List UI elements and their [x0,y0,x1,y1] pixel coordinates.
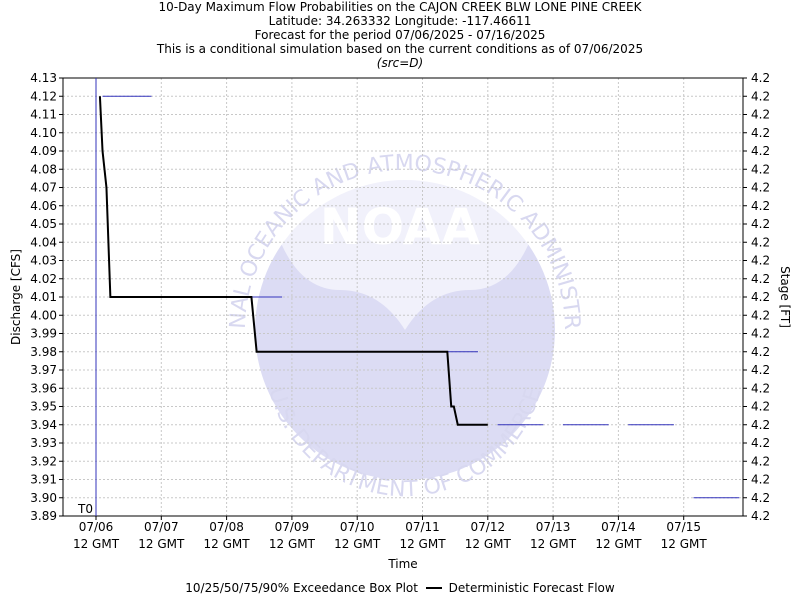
legend-box-plot: 10/25/50/75/90% Exceedance Box Plot [185,580,418,595]
x-tick-label-date: 07/11 [405,520,440,534]
y2-tick-label: 4.2 [751,418,770,432]
y-tick-label: 3.90 [30,491,57,505]
y2-tick-label: 4.2 [751,308,770,322]
y2-tick-label: 4.2 [751,235,770,249]
y2-tick-label: 4.2 [751,272,770,286]
x-tick-label-date: 07/13 [536,520,571,534]
y2-tick-label: 4.2 [751,473,770,487]
chart-titles: 10-Day Maximum Flow Probabilities on the… [0,0,800,70]
x-tick-label-time: 12 GMT [138,537,185,551]
noaa-logo-text: NOAA [320,198,481,256]
y-tick-label: 4.06 [30,199,57,213]
y2-axis: 4.2 4.2 4.2 4.2 4.2 4.2 4.2 4.2 4.2 4.2 4.2 4.2 4.2 4… [743,71,770,523]
legend-forecast-swatch [425,586,442,589]
y-tick-label: 4.00 [30,308,57,322]
x-tick-label-date: 07/08 [209,520,244,534]
y-tick-label: 4.05 [30,217,57,231]
y-tick-label: 3.95 [30,400,57,414]
y-tick-label: 4.09 [30,144,57,158]
y2-axis-title: Stage [FT] [778,266,792,328]
y-tick-label: 3.96 [30,381,57,395]
y2-tick-label: 4.2 [751,89,770,103]
y2-tick-label: 4.2 [751,108,770,122]
box-plot-layer [102,95,740,499]
y2-tick-label: 4.2 [751,327,770,341]
y2-tick-label: 4.2 [751,491,770,505]
x-tick-label-time: 12 GMT [399,537,446,551]
y2-tick-label: 4.2 [751,381,770,395]
y2-tick-label: 4.2 [751,181,770,195]
x-tick-label-time: 12 GMT [204,537,251,551]
y-tick-label: 4.03 [30,254,57,268]
x-tick-label-time: 12 GMT [334,537,381,551]
x-tick-label-time: 12 GMT [269,537,316,551]
x-tick-label-date: 07/10 [340,520,375,534]
y2-tick-label: 4.2 [751,509,770,523]
y-tick-label: 3.91 [30,473,57,487]
y-tick-label: 3.92 [30,454,57,468]
x-tick-label-date: 07/14 [601,520,636,534]
forecast-flow-line [98,96,488,426]
noaa-logo-gull [270,134,540,330]
x-tick-label-time: 12 GMT [73,537,120,551]
chart-subtitle-location: Latitude: 34.263332 Longitude: -117.4661… [268,14,532,28]
x-tick-label-time: 12 GMT [530,537,577,551]
x-tick-label-date: 07/09 [275,520,310,534]
y-tick-label: 3.97 [30,363,57,377]
x-tick-label-date: 07/12 [471,520,506,534]
y-axis: 4.13 4.12 4.11 4.10 4.09 4.08 4.07 4.06 4.05 4.04… [30,71,63,523]
y-tick-label: 3.98 [30,345,57,359]
y-tick-label: 4.02 [30,272,57,286]
y2-tick-label: 4.2 [751,162,770,176]
y-tick-label: 4.11 [30,108,57,122]
y-tick-label: 4.10 [30,126,57,140]
y-tick-label: 3.93 [30,436,57,450]
y-tick-label: 3.89 [30,509,57,523]
x-tick-label-time: 12 GMT [661,537,708,551]
chart-subtitle-source: (src=D) [376,56,424,70]
x-tick-label-time: 12 GMT [465,537,512,551]
y-tick-label: 4.12 [30,89,57,103]
y2-tick-label: 4.2 [751,217,770,231]
x-tick-label-date: 07/06 [79,520,114,534]
x-tick-label-date: 07/07 [144,520,179,534]
y-tick-label: 3.99 [30,327,57,341]
x-tick-label-date: 07/15 [666,520,701,534]
y2-tick-label: 4.2 [751,345,770,359]
legend-forecast: Deterministic Forecast Flow [448,580,615,595]
y2-tick-label: 4.2 [751,144,770,158]
y2-tick-label: 4.2 [751,71,770,85]
y-axis-title: Discharge [CFS] [9,249,23,345]
y-tick-label: 4.13 [30,71,57,85]
chart-subtitle-period: Forecast for the period 07/06/2025 - 07/… [254,28,546,42]
y-tick-label: 3.94 [30,418,57,432]
chart-title: 10-Day Maximum Flow Probabilities on the… [158,0,642,14]
chart-legend: 10/25/50/75/90% Exceedance Box Plot Dete… [0,580,800,595]
y2-tick-label: 4.2 [751,254,770,268]
y-tick-label: 4.04 [30,235,57,249]
y2-tick-label: 4.2 [751,454,770,468]
x-tick-label-time: 12 GMT [595,537,642,551]
x-axis: 07/06 12 GMT 07/07 12 GMT 07/08 12 GMT 07/09 12… [73,78,707,551]
forecast-layer [98,96,488,426]
y2-tick-label: 4.2 [751,126,770,140]
y2-tick-label: 4.2 [751,290,770,304]
y2-tick-label: 4.2 [751,199,770,213]
y-tick-label: 4.07 [30,181,57,195]
y2-tick-label: 4.2 [751,400,770,414]
t0-label: T0 [77,502,93,516]
y2-tick-label: 4.2 [751,363,770,377]
y-tick-label: 4.08 [30,162,57,176]
y2-tick-label: 4.2 [751,436,770,450]
chart-subtitle-conditions: This is a conditional simulation based o… [156,42,644,56]
x-axis-title: Time [387,557,417,571]
y-tick-label: 4.01 [30,290,57,304]
